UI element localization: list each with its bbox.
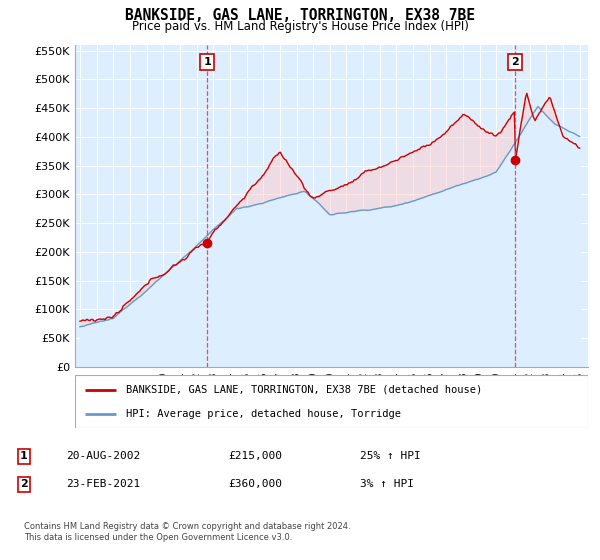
Text: This data is licensed under the Open Government Licence v3.0.: This data is licensed under the Open Gov… [24, 533, 292, 542]
Text: 20-AUG-2002: 20-AUG-2002 [66, 451, 140, 461]
Text: BANKSIDE, GAS LANE, TORRINGTON, EX38 7BE (detached house): BANKSIDE, GAS LANE, TORRINGTON, EX38 7BE… [127, 385, 482, 395]
Text: Contains HM Land Registry data © Crown copyright and database right 2024.: Contains HM Land Registry data © Crown c… [24, 522, 350, 531]
Text: 25% ↑ HPI: 25% ↑ HPI [360, 451, 421, 461]
Text: 3% ↑ HPI: 3% ↑ HPI [360, 479, 414, 489]
Text: 1: 1 [20, 451, 28, 461]
Text: BANKSIDE, GAS LANE, TORRINGTON, EX38 7BE: BANKSIDE, GAS LANE, TORRINGTON, EX38 7BE [125, 8, 475, 24]
Text: 2: 2 [20, 479, 28, 489]
Text: £215,000: £215,000 [228, 451, 282, 461]
FancyBboxPatch shape [75, 375, 588, 428]
Text: 23-FEB-2021: 23-FEB-2021 [66, 479, 140, 489]
Text: HPI: Average price, detached house, Torridge: HPI: Average price, detached house, Torr… [127, 409, 401, 419]
Text: £360,000: £360,000 [228, 479, 282, 489]
Text: 2: 2 [512, 57, 519, 67]
Text: Price paid vs. HM Land Registry's House Price Index (HPI): Price paid vs. HM Land Registry's House … [131, 20, 469, 32]
Text: 1: 1 [203, 57, 211, 67]
